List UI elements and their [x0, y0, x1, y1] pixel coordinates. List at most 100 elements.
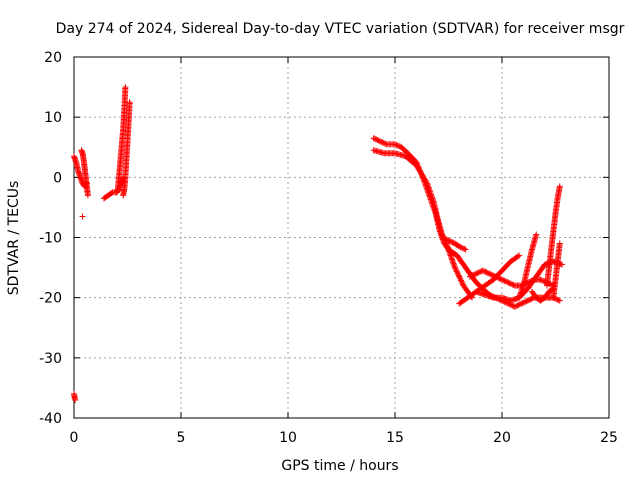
- data-point: [525, 297, 532, 304]
- data-point: [554, 296, 561, 303]
- data-point: [370, 135, 377, 142]
- data-point: [497, 276, 504, 283]
- x-tick-label: 20: [493, 430, 511, 446]
- x-tick-label: 25: [600, 430, 618, 446]
- x-tick-label: 10: [279, 430, 297, 446]
- data-point: [486, 270, 493, 277]
- data-point: [514, 253, 521, 260]
- data-point: [458, 277, 465, 284]
- data-point: [444, 236, 451, 243]
- data-point: [475, 269, 482, 276]
- data-point: [556, 183, 563, 190]
- x-tick-label: 0: [70, 430, 79, 446]
- data-point: [472, 271, 479, 278]
- data-point: [514, 302, 521, 309]
- data-point: [487, 271, 494, 278]
- data-point: [516, 301, 523, 308]
- data-point: [507, 280, 514, 287]
- data-point: [509, 281, 516, 288]
- data-point: [456, 243, 463, 250]
- data-point: [456, 274, 463, 281]
- data-point: [448, 238, 455, 245]
- y-tick-label: -40: [39, 411, 62, 427]
- data-point: [522, 298, 529, 305]
- data-point: [452, 265, 459, 272]
- data-point: [555, 297, 562, 304]
- data-point: [379, 139, 386, 146]
- data-point: [445, 237, 452, 244]
- data-point: [537, 276, 544, 283]
- data-point: [462, 246, 469, 253]
- data-point: [528, 295, 535, 302]
- data-point: [516, 252, 523, 259]
- data-point: [540, 277, 547, 284]
- x-tick-label: 15: [386, 430, 404, 446]
- y-tick-label: -30: [39, 351, 62, 367]
- data-point: [484, 269, 491, 276]
- data-point: [474, 269, 481, 276]
- data-point: [482, 268, 489, 275]
- data-point: [457, 276, 464, 283]
- x-axis-label: GPS time / hours: [281, 458, 398, 474]
- data-point: [122, 84, 129, 91]
- data-point: [556, 240, 563, 247]
- data-point: [423, 179, 430, 186]
- data-point: [520, 299, 527, 306]
- data-point: [466, 273, 473, 280]
- data-point: [455, 272, 462, 279]
- data-point: [440, 235, 447, 242]
- data-point: [442, 236, 449, 243]
- data-point: [524, 297, 531, 304]
- data-point: [538, 277, 545, 284]
- data-point: [506, 280, 513, 287]
- data-point: [453, 267, 460, 274]
- data-point: [511, 303, 518, 310]
- data-point: [513, 303, 520, 310]
- data-point: [394, 142, 401, 149]
- data-point: [378, 138, 385, 145]
- data-point: [459, 280, 466, 287]
- data-point: [382, 140, 389, 147]
- data-point: [483, 269, 490, 276]
- y-tick-label: -10: [39, 231, 62, 247]
- data-point: [380, 140, 387, 147]
- data-point: [473, 270, 480, 277]
- data-point: [461, 245, 468, 252]
- chart-title: Day 274 of 2024, Sidereal Day-to-day VTE…: [56, 21, 625, 37]
- data-point: [392, 141, 398, 148]
- data-point: [477, 268, 484, 275]
- data-point: [505, 279, 512, 286]
- data-point: [79, 213, 86, 220]
- data-point: [371, 135, 378, 142]
- grid-lines: [74, 57, 609, 418]
- data-point: [469, 272, 476, 279]
- data-point: [510, 282, 517, 289]
- data-point: [454, 271, 461, 278]
- y-tick-label: -20: [39, 291, 62, 307]
- data-point: [527, 296, 534, 303]
- data-point: [556, 297, 563, 304]
- data-point: [488, 271, 495, 278]
- y-axis-label: SDTVAR / TECUs: [6, 181, 22, 296]
- data-points: [71, 84, 565, 403]
- x-tick-label: 5: [177, 430, 186, 446]
- axis-ticks: 0 5 10 15 20 25 -40 -30 -20 -10 0 10 20: [39, 50, 618, 446]
- data-point: [84, 192, 91, 199]
- data-point: [373, 136, 380, 143]
- data-point: [395, 143, 402, 150]
- data-point: [457, 244, 464, 251]
- data-point: [458, 278, 465, 285]
- data-point: [499, 276, 505, 283]
- data-point: [468, 273, 475, 280]
- data-point: [449, 239, 456, 246]
- data-point: [504, 279, 511, 286]
- data-point: [126, 99, 133, 106]
- data-point: [509, 302, 516, 309]
- data-point: [451, 264, 458, 271]
- data-point: [479, 267, 486, 274]
- data-point: [523, 298, 530, 305]
- data-point: [72, 396, 79, 403]
- data-point: [375, 137, 382, 144]
- y-tick-label: 10: [44, 110, 62, 126]
